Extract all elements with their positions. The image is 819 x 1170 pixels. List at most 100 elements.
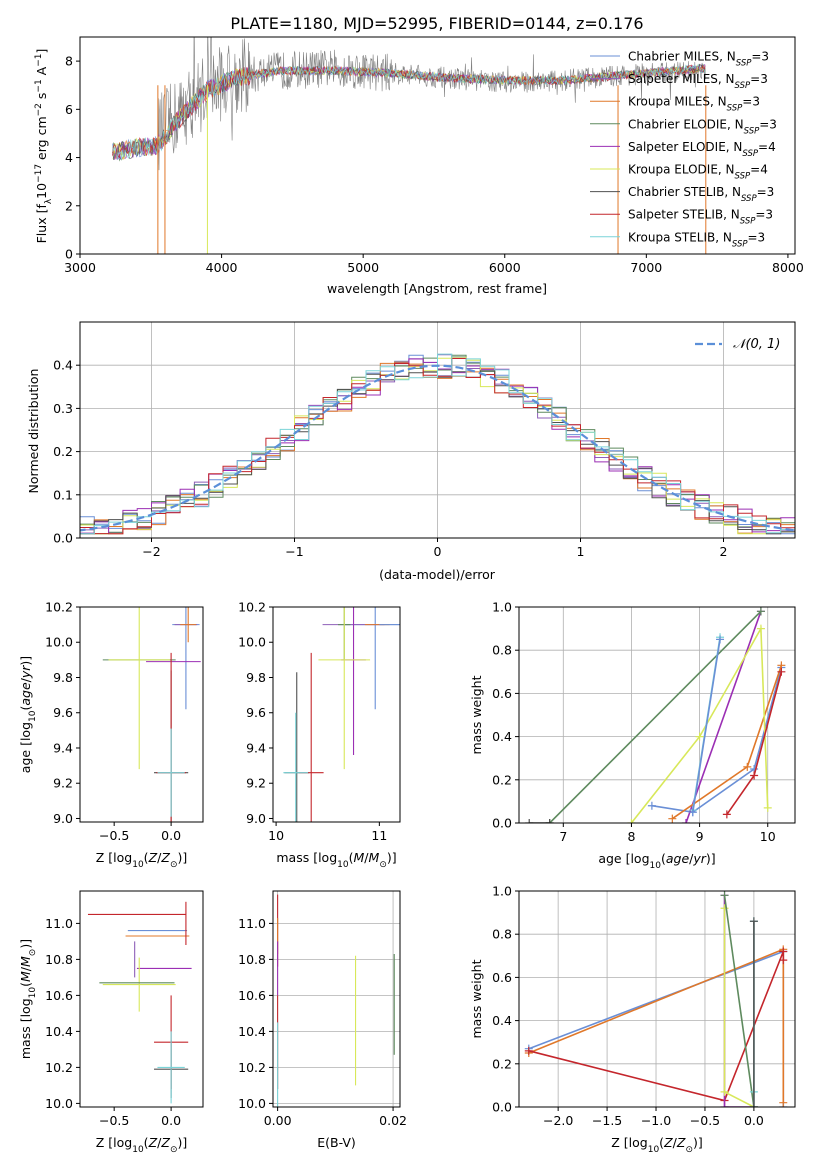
x-tick-label: 0.02 — [379, 1113, 407, 1128]
axes-mass_vs_z: −0.5 0.0 10.0 10.2 10.4 10.6 10.8 11.0 Z [log10(… — [18, 890, 204, 1155]
y-tick-label: 9.0 — [53, 811, 73, 826]
axes-weight_vs_age: 7 8 9 10 0.0 0.2 0.4 0.6 0.8 1.0 age [log10(age/yr… — [469, 600, 796, 871]
axes-frame — [79, 606, 204, 823]
y-tick-label: 10.2 — [238, 600, 266, 615]
axes-frame — [79, 890, 204, 1108]
y-tick-label: 10.6 — [238, 988, 266, 1003]
x-axis-label: E(B-V) — [317, 1135, 356, 1150]
y-tick-label: 0 — [65, 247, 73, 262]
weight-line-5 — [723, 895, 755, 1107]
y-tick-label: 11.0 — [238, 916, 266, 931]
weight-marker — [749, 1103, 758, 1107]
y-tick-label: 9.0 — [246, 811, 266, 826]
y-tick-label: 10.2 — [45, 1060, 73, 1075]
x-tick-label: 10 — [268, 828, 284, 843]
plot-area-mass_vs_ebv — [277, 894, 395, 1107]
axes-mass_vs_ebv: 0.00 0.02 10.0 10.2 10.4 10.6 10.8 11.0 E(B-V) — [238, 890, 407, 1150]
y-tick-label: 0.6 — [492, 686, 512, 701]
weight-marker — [749, 917, 758, 926]
y-tick-label: 10.2 — [45, 600, 73, 615]
x-axis-label: mass [log10(M/M⊙)] — [276, 850, 396, 870]
weight-marker — [720, 904, 729, 913]
y-axis-label: Flux [fλ10−17 erg cm−2 s−1 A−1] — [34, 49, 54, 244]
weight-marker — [722, 810, 731, 819]
y-tick-label: 0.4 — [53, 358, 73, 373]
legend-entry: Chabrier STELIB, NSSP=3 — [628, 185, 774, 204]
x-tick-label: 0 — [434, 544, 442, 559]
x-tick-label: −2 — [142, 544, 160, 559]
axes-frame — [79, 36, 796, 255]
y-tick-label: 9.6 — [53, 705, 73, 720]
weight-marker — [720, 1087, 729, 1096]
y-tick-label: 0.4 — [492, 729, 512, 744]
y-tick-label: 10.6 — [45, 988, 73, 1003]
y-tick-label: 1.0 — [492, 600, 512, 615]
weight-marker — [756, 624, 765, 633]
weight-marker — [524, 1046, 533, 1055]
y-tick-label: 2 — [65, 198, 73, 213]
weight-marker — [720, 1103, 729, 1107]
axes-age_vs_mass: 10 11 9.0 9.2 9.4 9.6 9.8 10.0 10.2 mass [log10(M… — [238, 600, 401, 870]
weight-marker — [777, 667, 786, 676]
y-tick-label: 10.8 — [238, 952, 266, 967]
y-tick-label: 0.0 — [53, 531, 73, 546]
y-tick-label: 11.0 — [45, 916, 73, 931]
x-tick-label: 6000 — [489, 260, 521, 275]
plot-area-residuals — [80, 353, 795, 535]
weight-marker — [720, 891, 729, 900]
weight-marker — [688, 808, 697, 817]
x-tick-label: −0.5 — [690, 1113, 720, 1128]
x-tick-label: 2 — [720, 544, 728, 559]
y-tick-label: 0.2 — [53, 444, 73, 459]
weight-marker — [756, 607, 765, 616]
x-tick-label: −2.0 — [543, 1113, 573, 1128]
x-tick-label: −0.5 — [99, 828, 129, 843]
legend-entry: 𝒩(0, 1) — [733, 337, 780, 352]
y-tick-label: 1.0 — [492, 884, 512, 899]
x-tick-label: 8000 — [772, 260, 804, 275]
y-tick-label: 10.0 — [45, 1096, 73, 1111]
plot-area-spectrum — [112, 37, 707, 254]
weight-marker — [779, 956, 788, 965]
axes-frame — [272, 890, 401, 1108]
weight-line-3 — [630, 625, 769, 823]
y-axis-label: Normed distribution — [26, 369, 41, 494]
axes-frame — [518, 890, 796, 1108]
legend-entry: Kroupa STELIB, NSSP=3 — [628, 230, 765, 249]
x-tick-label: −1.0 — [641, 1113, 671, 1128]
axes-residuals: −2 −1 0 1 2 0.0 0.1 0.2 0.3 0.4 𝒩(0, 1) (data-model… — [26, 321, 796, 582]
legend-entry: Salpeter MILES, NSSP=3 — [628, 72, 768, 91]
x-tick-label: 11 — [371, 828, 387, 843]
weight-marker — [668, 814, 677, 823]
y-tick-label: 10.4 — [45, 1024, 73, 1039]
x-tick-label: 5000 — [347, 260, 379, 275]
plot-area-age_vs_z — [102, 607, 201, 822]
weight-line-4 — [549, 610, 762, 823]
legend-entry: Kroupa MILES, NSSP=3 — [628, 95, 760, 114]
weight-marker — [779, 947, 788, 956]
weight-marker — [627, 819, 636, 823]
y-tick-label: 0.8 — [492, 927, 512, 942]
x-tick-label: −0.5 — [99, 1113, 129, 1128]
y-tick-label: 9.6 — [246, 705, 266, 720]
plot-area-weight_vs_age — [525, 607, 786, 823]
y-tick-label: 0.6 — [492, 970, 512, 985]
x-tick-label: −1 — [285, 544, 303, 559]
weight-line-0 — [651, 667, 783, 814]
y-tick-label: 10.0 — [238, 635, 266, 650]
y-tick-label: 6 — [65, 102, 73, 117]
legend-entry: Salpeter ELODIE, NSSP=4 — [628, 140, 776, 159]
weight-marker — [779, 1098, 788, 1107]
legend-entry: Salpeter STELIB, NSSP=3 — [628, 208, 773, 227]
plots-container: 3000 4000 5000 6000 7000 8000 0 2 4 6 8 wavelength … — [18, 36, 804, 1155]
y-tick-label: 0.1 — [53, 487, 73, 502]
y-axis-label: age [log10(age/yr)] — [18, 656, 38, 773]
y-tick-label: 9.8 — [246, 670, 266, 685]
y-tick-label: 0.3 — [53, 401, 73, 416]
axes-spectrum: 3000 4000 5000 6000 7000 8000 0 2 4 6 8 wavelength … — [34, 36, 804, 296]
normal-reference-curve — [80, 364, 795, 532]
x-tick-label: 1 — [577, 544, 585, 559]
y-tick-label: 0.2 — [492, 772, 512, 787]
plot-area-mass_vs_z — [87, 901, 192, 1104]
y-tick-label: 9.2 — [246, 776, 266, 791]
